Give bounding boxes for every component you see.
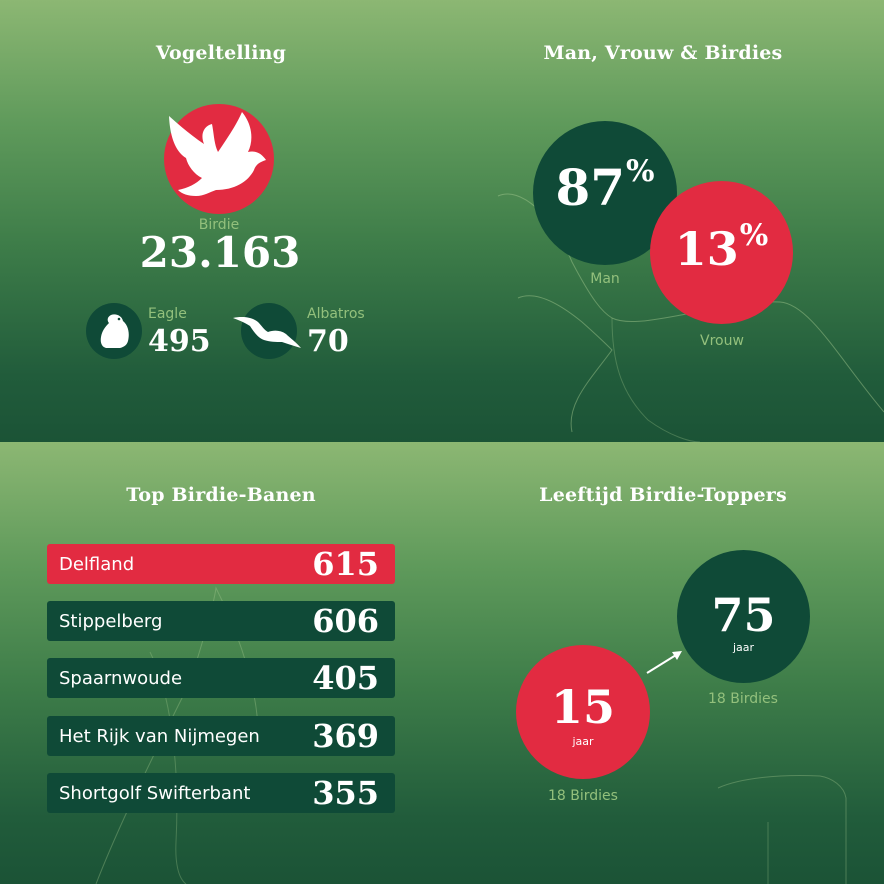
dove-icon: [169, 112, 266, 196]
albatros-label: Albatros: [307, 306, 365, 322]
man-percent-value: 87: [555, 158, 626, 217]
bar-category: Delfland: [59, 554, 135, 575]
age-circle-15: [516, 645, 650, 779]
bar-row-1: Delfland 615: [47, 544, 395, 584]
birdie-label: Birdie: [198, 217, 240, 233]
man-label: Man: [590, 271, 620, 287]
chart-title-top-banen: Top Birdie-Banen: [126, 484, 316, 506]
bar-category: Stippelberg: [59, 611, 163, 632]
arrow-icon: [646, 651, 682, 674]
age-birdies-75: 18 Birdies: [708, 691, 778, 707]
vrouw-percent: 13%: [650, 218, 793, 276]
top-panel: Vogeltelling Man, Vrouw & Birdies Birdie…: [0, 0, 884, 442]
bar-category: Shortgolf Swifterbant: [59, 783, 251, 804]
man-percent-unit: %: [626, 154, 655, 189]
age-unit-15: jaar: [572, 735, 594, 748]
man-percent: 87%: [533, 154, 677, 217]
age-unit-75: jaar: [732, 641, 755, 654]
eagle-icon: [100, 314, 129, 348]
chart-title-leeftijd: Leeftijd Birdie-Toppers: [539, 484, 787, 506]
bar-category: Het Rijk van Nijmegen: [59, 726, 260, 747]
bar-value: 369: [312, 717, 379, 755]
albatross-circle: [241, 303, 297, 359]
vrouw-circle: [650, 181, 793, 324]
vrouw-percent-value: 13: [674, 222, 739, 276]
albatross-icon: [233, 317, 301, 348]
bar-value: 615: [312, 545, 379, 583]
age-value-15: 15: [550, 680, 615, 734]
bar-row-5: Shortgolf Swifterbant 355: [47, 773, 395, 813]
eagle-label: Eagle: [148, 306, 187, 322]
bar-row-3: Spaarnwoude 405: [47, 658, 395, 698]
eagle-circle: [86, 303, 142, 359]
bar-category: Spaarnwoude: [59, 668, 183, 689]
bar-row-4: Het Rijk van Nijmegen 369: [47, 716, 395, 756]
chart-title-man-vrouw: Man, Vrouw & Birdies: [543, 42, 783, 64]
vrouw-percent-unit: %: [739, 218, 769, 253]
bottom-panel: Top Birdie-Banen Leeftijd Birdie-Toppers…: [0, 442, 884, 884]
bar-row-2: Stippelberg 606: [47, 601, 395, 641]
bar-value: 355: [312, 774, 379, 812]
age-birdies-15: 18 Birdies: [548, 788, 618, 804]
vrouw-label: Vrouw: [700, 333, 744, 349]
eagle-value: 495: [148, 324, 211, 359]
chart-title-vogeltelling: Vogeltelling: [155, 42, 287, 64]
bar-value: 606: [312, 602, 379, 640]
birdie-value: 23.163: [139, 228, 301, 277]
age-value-75: 75: [711, 588, 776, 642]
birdie-circle: [164, 104, 274, 214]
bar-value: 405: [312, 659, 379, 697]
albatros-value: 70: [307, 324, 349, 359]
age-circle-75: [677, 550, 810, 683]
